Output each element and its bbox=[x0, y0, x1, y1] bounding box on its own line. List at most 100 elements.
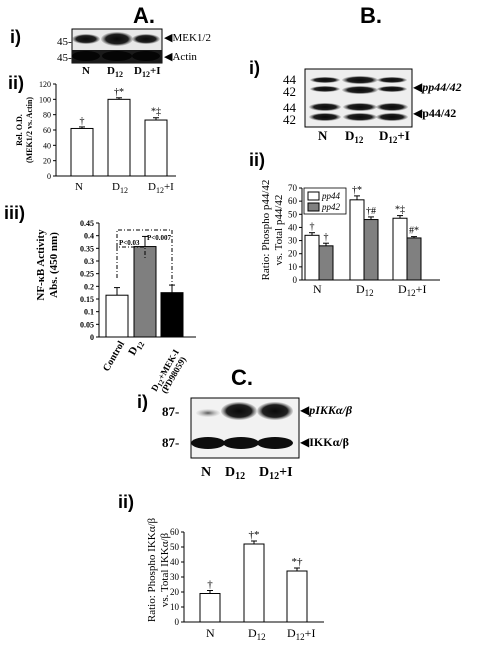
b-ii-ytick-label: 50 bbox=[288, 209, 298, 219]
cat-c-ii-n: N bbox=[206, 626, 215, 640]
b-ii-legend-label: pp44 bbox=[321, 191, 341, 201]
blot-a-i bbox=[71, 28, 163, 64]
lane-a-d12i: D12+I bbox=[134, 65, 161, 79]
marker-c-1: 87- bbox=[162, 404, 179, 419]
b-ii-ytick-label: 10 bbox=[288, 262, 298, 272]
chart-a-ii: 0 20 40 60 80 100 120 † †* *‡ bbox=[39, 80, 176, 181]
a-ii-bar bbox=[70, 127, 94, 177]
b-ii-annotation: † bbox=[310, 222, 315, 233]
chart-a-iii: 0 0.05 0.1 0.15 0.2 0.25 0.3 0.35 0.4 0.45 P<0.03 P… bbox=[80, 219, 196, 342]
cat-a-iii-control: Control bbox=[101, 339, 127, 373]
label-b-ii: ii) bbox=[249, 150, 265, 170]
a-iii-ytick-label: 0.25 bbox=[80, 270, 94, 279]
b-ii-legend-label: pp42 bbox=[321, 202, 341, 212]
blot-b-i bbox=[304, 68, 413, 128]
marker-a-1: 45- bbox=[57, 36, 72, 48]
a-ii-ytick-label: 40 bbox=[43, 141, 51, 150]
label-c-i: i) bbox=[137, 392, 148, 412]
ylabel-a-iii-2: Abs. (450 nm) bbox=[48, 232, 60, 298]
b-ii-bar-pp42 bbox=[318, 245, 334, 281]
c-ii-bar bbox=[199, 593, 221, 623]
cat-b-ii-n: N bbox=[313, 282, 322, 296]
a-iii-ytick-label: 0.05 bbox=[80, 320, 94, 329]
panel-letter-a: A. bbox=[133, 3, 155, 28]
cat-b-ii-d12: D12 bbox=[356, 282, 374, 298]
lane-b-d12: D12 bbox=[345, 128, 364, 145]
a-iii-bracket-right bbox=[116, 229, 173, 298]
a-iii-ytick-label: 0.3 bbox=[84, 257, 94, 266]
b-ii-legend-swatch bbox=[307, 191, 320, 201]
b-ii-annotation: #* bbox=[409, 226, 419, 237]
c-ii-ytick-label: 30 bbox=[170, 572, 180, 582]
c-ii-ytick-label: 40 bbox=[170, 557, 180, 567]
b-ii-ytick-label: 60 bbox=[288, 196, 298, 206]
band-a-actin: ◀Actin bbox=[164, 51, 197, 63]
a-iii-bar bbox=[105, 294, 129, 338]
a-ii-ytick-label: 20 bbox=[43, 157, 51, 166]
a-ii-bar bbox=[144, 119, 168, 177]
ylabel-a-iii-1: NF-κB Activity bbox=[35, 229, 47, 301]
panel-letter-c: C. bbox=[231, 365, 253, 390]
marker-b-1: 44 bbox=[283, 72, 297, 87]
lane-b-n: N bbox=[318, 128, 328, 143]
a-ii-ytick-label: 100 bbox=[39, 95, 51, 104]
c-ii-annotation: *† bbox=[292, 556, 304, 568]
b-ii-annotation: †# bbox=[366, 206, 376, 217]
a-iii-bracket-left bbox=[116, 246, 146, 278]
band-b-pp44: ◀pp44/42 bbox=[413, 80, 462, 94]
lane-c-n: N bbox=[201, 465, 211, 480]
cat-a-ii-d12: D12 bbox=[112, 181, 128, 195]
a-ii-ytick-label: 120 bbox=[39, 80, 51, 89]
cat-c-ii-d12: D12 bbox=[248, 626, 266, 642]
c-ii-ytick-label: 50 bbox=[170, 542, 180, 552]
band-c-ikk: ◀IKKα/β bbox=[300, 435, 349, 449]
a-iii-ytick-label: 0.4 bbox=[84, 232, 94, 241]
marker-c-2: 87- bbox=[162, 435, 179, 450]
cat-a-ii-n: N bbox=[75, 181, 83, 193]
a-ii-bar bbox=[107, 98, 131, 177]
label-c-ii: ii) bbox=[118, 492, 134, 512]
ylabel-b-ii-1: Ratio: Phospho p44/42 bbox=[260, 180, 272, 281]
b-ii-ytick-label: 40 bbox=[288, 222, 298, 232]
a-iii-p-left: P<0.03 bbox=[119, 239, 140, 247]
a-ii-ytick-label: 0 bbox=[47, 172, 51, 181]
b-ii-bar-pp44 bbox=[349, 199, 365, 281]
lane-a-d12: D12 bbox=[107, 65, 123, 79]
cat-b-ii-d12i: D12+I bbox=[398, 282, 426, 298]
label-a-i: i) bbox=[10, 27, 21, 47]
c-ii-ytick-label: 60 bbox=[170, 527, 180, 537]
a-ii-ytick-label: 60 bbox=[43, 126, 51, 135]
chart-c-ii: 0 10 20 30 40 50 60 † †* *† bbox=[170, 527, 324, 627]
c-ii-bar bbox=[243, 543, 265, 623]
b-ii-ytick-label: 30 bbox=[288, 236, 298, 246]
a-iii-ytick-label: 0 bbox=[90, 333, 94, 342]
b-ii-legend-swatch bbox=[307, 202, 320, 212]
a-ii-annotation: †* bbox=[114, 87, 124, 98]
c-ii-ytick-label: 10 bbox=[170, 602, 180, 612]
lane-b-d12i: D12+I bbox=[379, 128, 410, 145]
a-ii-annotation: † bbox=[80, 116, 85, 127]
marker-b-2: 42 bbox=[283, 84, 296, 99]
band-c-pikk: ◀pIKKα/β bbox=[300, 403, 353, 417]
a-iii-bar bbox=[133, 246, 157, 338]
band-a-mek: ◀MEK1/2 bbox=[164, 32, 211, 44]
b-ii-ytick-label: 20 bbox=[288, 249, 298, 259]
cat-a-ii-d12i: D12+I bbox=[148, 181, 174, 195]
a-iii-bar bbox=[160, 292, 184, 338]
b-ii-annotation: †* bbox=[352, 185, 362, 196]
marker-b-4: 42 bbox=[283, 112, 296, 127]
c-ii-ytick-label: 0 bbox=[175, 617, 180, 627]
a-iii-ytick-label: 0.1 bbox=[84, 308, 94, 317]
a-iii-ytick-label: 0.2 bbox=[84, 282, 94, 291]
a-iii-ytick-label: 0.15 bbox=[80, 295, 94, 304]
cat-a-iii-d12: D12 bbox=[126, 338, 146, 359]
b-ii-annotation: † bbox=[324, 232, 329, 243]
label-b-i: i) bbox=[249, 58, 260, 78]
b-ii-bar-pp42 bbox=[406, 237, 422, 281]
band-b-p44: ◀p44/42 bbox=[413, 106, 456, 120]
marker-a-2: 45- bbox=[57, 52, 72, 64]
b-ii-bar-pp44 bbox=[304, 234, 320, 281]
ylabel-b-ii-2: vs. Total p44/42 bbox=[273, 195, 285, 266]
